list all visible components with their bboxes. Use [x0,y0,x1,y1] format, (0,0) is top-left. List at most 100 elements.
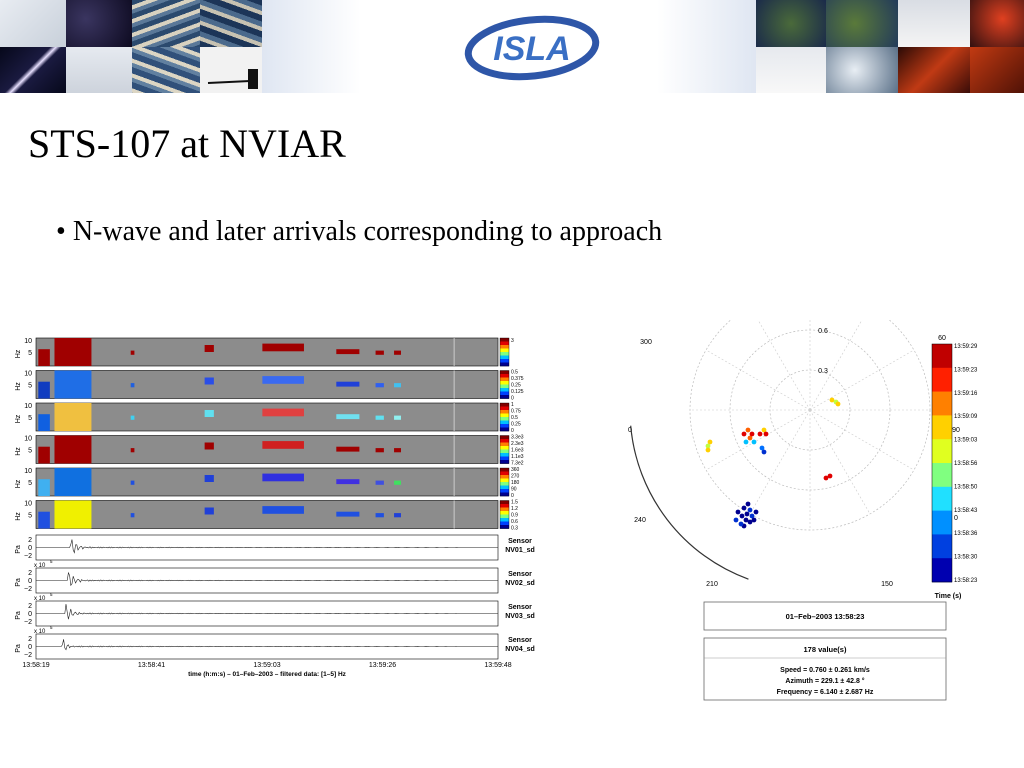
header-banner: ISLA [0,0,1024,93]
y-axis-label: Hz [15,382,22,391]
y-tick-label: −2 [24,553,32,560]
colorbar-tick-label: 90 [511,487,517,493]
banner-photo-tile [0,0,66,47]
y-tick-label: 5 [28,513,32,520]
colorbar-segment [932,344,952,369]
spectrogram-blob [336,479,360,485]
angle-tick-label: 0 [628,427,632,434]
spectrogram-blob [130,513,135,518]
spectrogram-blob [375,448,384,453]
bullet-symbol: • [56,216,66,247]
data-point [747,435,753,441]
data-point [743,439,749,445]
waveform-trace: 20−2Pa x 10 5 Sensor NV03_sd [15,600,535,635]
y-tick-label: 2 [28,603,32,610]
data-point [757,431,763,437]
volcano-photo-tile [970,0,1024,47]
spectrogram-blob [375,415,384,420]
colorbar-tick-label: 13:58:36 [954,531,978,537]
spectrogram-blob [54,468,92,496]
colorbar-segment [500,471,509,476]
exponent-label: x 10 [34,563,46,569]
colorbar-segment [500,391,509,396]
spectrogram-blob [38,414,50,431]
colorbar-tick-label: 0.25 [511,422,521,428]
data-point [761,427,767,433]
colorbar-segment [932,367,952,392]
radial-tick-label: 0.6 [818,328,828,335]
colorbar-tick-label: 13:59:03 [954,438,978,444]
colorbar-segment [500,355,509,360]
spectrogram-blob [54,500,92,529]
colorbar-segment [932,510,952,535]
colorbar-segment [932,558,952,583]
colorbar-segment [500,453,509,457]
y-axis-label: Pa [15,611,22,620]
lava-photo-tile [970,47,1024,93]
data-point [749,431,755,437]
colorbar-top-label: 60 [938,335,946,342]
bullet-text: N-wave and later arrivals corresponding … [72,216,663,247]
data-point [763,431,769,437]
polar-azimuth-figure: 0.90.60.330002400210150180906013:59:2913… [628,320,978,701]
angle-tick-label: 240 [634,517,646,524]
y-tick-label: 2 [28,570,32,577]
y-tick-label: 2 [28,537,32,544]
colorbar-frame [499,337,510,367]
colorbar-tick-label: 270 [511,474,520,480]
angle-tick-label: 300 [640,339,652,346]
spectrogram-blob [204,475,214,482]
colorbar-segment [500,485,509,490]
wave-artwork-tile [200,0,262,47]
spectrogram-blob [394,350,401,355]
colorbar-segment [500,359,509,363]
date-box-text: 01–Feb–2003 13:58:23 [786,612,865,621]
y-tick-label: 10 [24,468,32,475]
data-point [823,475,829,481]
data-point [705,447,711,453]
colorbar-frame [499,500,510,529]
x-tick-label: 13:58:41 [138,662,165,669]
angle-tick-label: 210 [706,581,718,588]
colorbar-tick-label: 2.3e3 [511,441,524,447]
colorbar-tick-label: 0.9 [511,513,518,519]
data-point [835,401,841,407]
colorbar-segment [500,370,509,375]
polar-grid-spoke [749,409,811,515]
spectrogram-blob [394,448,401,453]
slide-title: STS-107 at NVIAR [28,121,346,166]
polar-grid-spoke [705,409,811,471]
meteor-photo-tile [0,47,66,93]
colorbar-segment [932,415,952,440]
colorbar-segment [500,514,509,519]
colorbar-tick-label: 3.3e3 [511,435,524,441]
colorbar-tick-label: 1.1e3 [511,454,524,460]
colorbar-frame [499,467,510,497]
y-tick-label: 5 [28,350,32,357]
x-tick-label: 13:59:03 [253,662,280,669]
data-point [751,517,757,523]
colorbar-segment [500,442,509,447]
spectrogram-blob [262,473,304,482]
data-point [761,449,767,455]
y-tick-label: 2 [28,636,32,643]
colorbar-tick-label: 1.2 [511,506,518,512]
spectrogram-blob [130,448,135,453]
spectrogram-blob [375,383,384,388]
x-tick-label: 13:59:48 [484,662,511,669]
polar-grid-spoke [809,409,871,515]
spectrogram-blob [38,511,50,529]
wave-artwork-tile [132,0,200,47]
colorbar-tick-label: 13:59:29 [954,344,978,350]
colorbar-segment [500,341,509,346]
spectrogram-blob [130,480,135,485]
colorbar-tick-label: 3 [511,338,514,344]
radial-tick-label: 0.3 [818,368,828,375]
colorbar-segment [500,468,509,472]
polar-grid-circle [689,320,931,531]
colorbar-frame [499,370,510,399]
colorbar-segment [500,518,509,522]
angle-tick-label: 90 [952,427,960,434]
